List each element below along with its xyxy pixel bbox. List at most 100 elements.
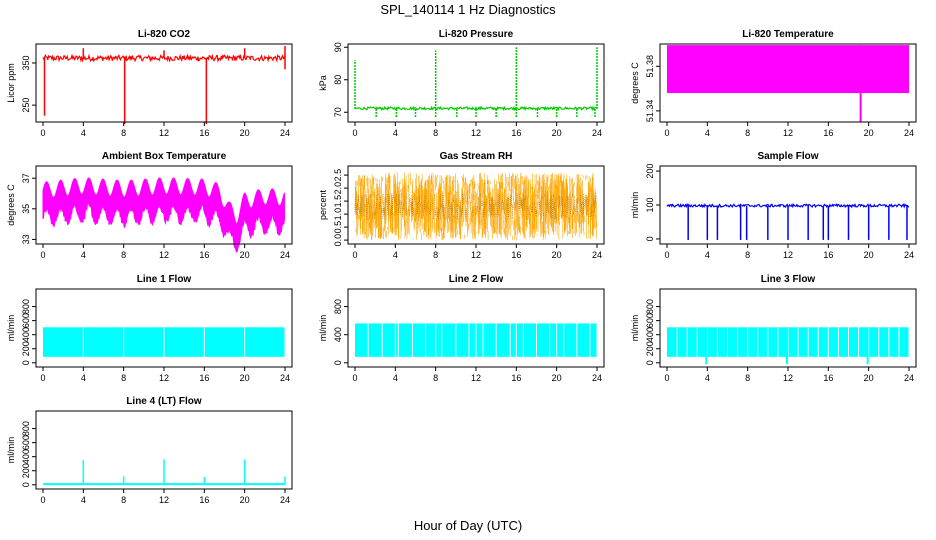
panel-1: Li-820 CO2 0 4 8 12 16 20 24 250 350 Licor ppm bbox=[6, 29, 293, 138]
y-tick-label: 37 bbox=[21, 173, 31, 183]
chart-title: Li-820 Temperature bbox=[742, 29, 834, 40]
x-tick-label: 4 bbox=[393, 128, 398, 138]
page-title: SPL_140114 1 Hz Diagnostics bbox=[380, 2, 556, 17]
x-tick-label: 16 bbox=[511, 250, 521, 260]
chart-title: Line 1 Flow bbox=[137, 274, 192, 285]
x-tick-label: 20 bbox=[864, 373, 874, 383]
x-tick-label: 4 bbox=[81, 495, 86, 505]
x-tick-label: 4 bbox=[81, 250, 86, 260]
x-tick-label: 0 bbox=[664, 128, 669, 138]
x-tick-label: 0 bbox=[40, 128, 45, 138]
series-line bbox=[354, 105, 598, 112]
panel-3: Li-820 Temperature 0 4 8 12 16 20 24 51.34 51.38 d… bbox=[630, 29, 917, 138]
chart-title: Gas Stream RH bbox=[440, 151, 513, 162]
y-tick-label: 0 bbox=[21, 482, 31, 487]
x-tick-label: 12 bbox=[783, 250, 793, 260]
y-tick-label: 0 bbox=[645, 360, 655, 365]
x-tick-label: 24 bbox=[592, 128, 602, 138]
y-tick-label: 400 bbox=[645, 327, 655, 342]
chart-title: Li-820 Pressure bbox=[439, 29, 514, 40]
y-axis-label: percent bbox=[318, 189, 328, 220]
x-tick-label: 20 bbox=[864, 250, 874, 260]
x-tick-label: 20 bbox=[240, 250, 250, 260]
x-tick-label: 24 bbox=[280, 128, 290, 138]
y-tick-label: 51.38 bbox=[645, 55, 655, 78]
x-tick-label: 4 bbox=[705, 128, 710, 138]
x-tick-label: 12 bbox=[159, 250, 169, 260]
x-tick-label: 24 bbox=[592, 373, 602, 383]
x-tick-label: 8 bbox=[121, 495, 126, 505]
x-tick-label: 24 bbox=[904, 128, 914, 138]
series-band bbox=[667, 45, 909, 94]
x-tick-label: 4 bbox=[705, 373, 710, 383]
x-tick-label: 20 bbox=[864, 128, 874, 138]
y-tick-label: 800 bbox=[333, 299, 343, 314]
y-tick-label: 33 bbox=[21, 234, 31, 244]
x-tick-label: 20 bbox=[552, 128, 562, 138]
x-tick-label: 20 bbox=[552, 373, 562, 383]
y-tick-label: 350 bbox=[21, 55, 31, 70]
x-tick-label: 16 bbox=[199, 373, 209, 383]
x-tick-label: 0 bbox=[664, 373, 669, 383]
x-tick-label: 0 bbox=[352, 250, 357, 260]
y-axis-label: ml/min bbox=[6, 315, 16, 342]
x-tick-label: 12 bbox=[471, 128, 481, 138]
x-tick-label: 0 bbox=[352, 128, 357, 138]
panel-6: Sample Flow 0 4 8 12 16 20 24 0 100 200 ml/min bbox=[630, 151, 917, 260]
x-tick-label: 12 bbox=[783, 373, 793, 383]
y-tick-label: 250 bbox=[21, 98, 31, 113]
x-tick-label: 8 bbox=[745, 373, 750, 383]
y-tick-label: 2.0 bbox=[333, 182, 343, 195]
chart-title: Line 3 Flow bbox=[761, 274, 816, 285]
chart-title: Line 4 (LT) Flow bbox=[126, 396, 202, 407]
series-band bbox=[42, 177, 285, 253]
y-axis-label: ml/min bbox=[630, 192, 640, 219]
y-tick-label: 90 bbox=[333, 42, 343, 52]
chart-title: Sample Flow bbox=[757, 151, 818, 162]
x-tick-label: 16 bbox=[823, 250, 833, 260]
x-tick-label: 8 bbox=[433, 128, 438, 138]
y-axis-label: degrees C bbox=[6, 184, 16, 226]
y-tick-label: 800 bbox=[21, 299, 31, 314]
x-tick-label: 4 bbox=[393, 250, 398, 260]
y-tick-label: 800 bbox=[21, 421, 31, 436]
y-axis-label: ml/min bbox=[318, 315, 328, 342]
x-tick-label: 0 bbox=[40, 495, 45, 505]
panel-5: Gas Stream RH 0 4 8 12 16 20 24 0.00.51.01.52.02… bbox=[318, 151, 605, 260]
y-axis-label: degrees C bbox=[630, 62, 640, 104]
x-tick-label: 8 bbox=[121, 128, 126, 138]
x-tick-label: 16 bbox=[199, 250, 209, 260]
y-axis-label: kPa bbox=[318, 75, 328, 91]
x-tick-label: 8 bbox=[433, 373, 438, 383]
x-tick-label: 4 bbox=[393, 373, 398, 383]
y-tick-label: 400 bbox=[21, 327, 31, 342]
x-tick-label: 4 bbox=[81, 128, 86, 138]
y-tick-label: 2.5 bbox=[333, 169, 343, 182]
x-tick-label: 20 bbox=[552, 250, 562, 260]
y-tick-label: 800 bbox=[645, 299, 655, 314]
x-tick-label: 16 bbox=[823, 373, 833, 383]
x-tick-label: 8 bbox=[121, 373, 126, 383]
x-tick-label: 20 bbox=[240, 373, 250, 383]
x-tick-label: 16 bbox=[511, 373, 521, 383]
y-tick-label: 100 bbox=[645, 197, 655, 212]
x-tick-label: 0 bbox=[352, 373, 357, 383]
y-tick-label: 51.34 bbox=[645, 100, 655, 123]
chart-title: Line 2 Flow bbox=[449, 274, 504, 285]
y-axis-label: Licor ppm bbox=[6, 63, 16, 103]
y-axis-label: ml/min bbox=[630, 315, 640, 342]
y-tick-label: 35 bbox=[21, 204, 31, 214]
y-tick-label: 400 bbox=[21, 449, 31, 464]
panel-10: Line 4 (LT) Flow 0 4 8 12 16 20 24 0 200400600800… bbox=[6, 396, 293, 505]
y-tick-label: 600 bbox=[645, 313, 655, 328]
y-tick-label: 200 bbox=[21, 463, 31, 478]
x-tick-label: 24 bbox=[904, 250, 914, 260]
y-tick-label: 200 bbox=[21, 341, 31, 356]
chart-title: Li-820 CO2 bbox=[138, 29, 191, 40]
x-tick-label: 16 bbox=[199, 128, 209, 138]
x-tick-label: 24 bbox=[592, 250, 602, 260]
x-tick-label: 24 bbox=[280, 250, 290, 260]
x-tick-label: 12 bbox=[159, 128, 169, 138]
